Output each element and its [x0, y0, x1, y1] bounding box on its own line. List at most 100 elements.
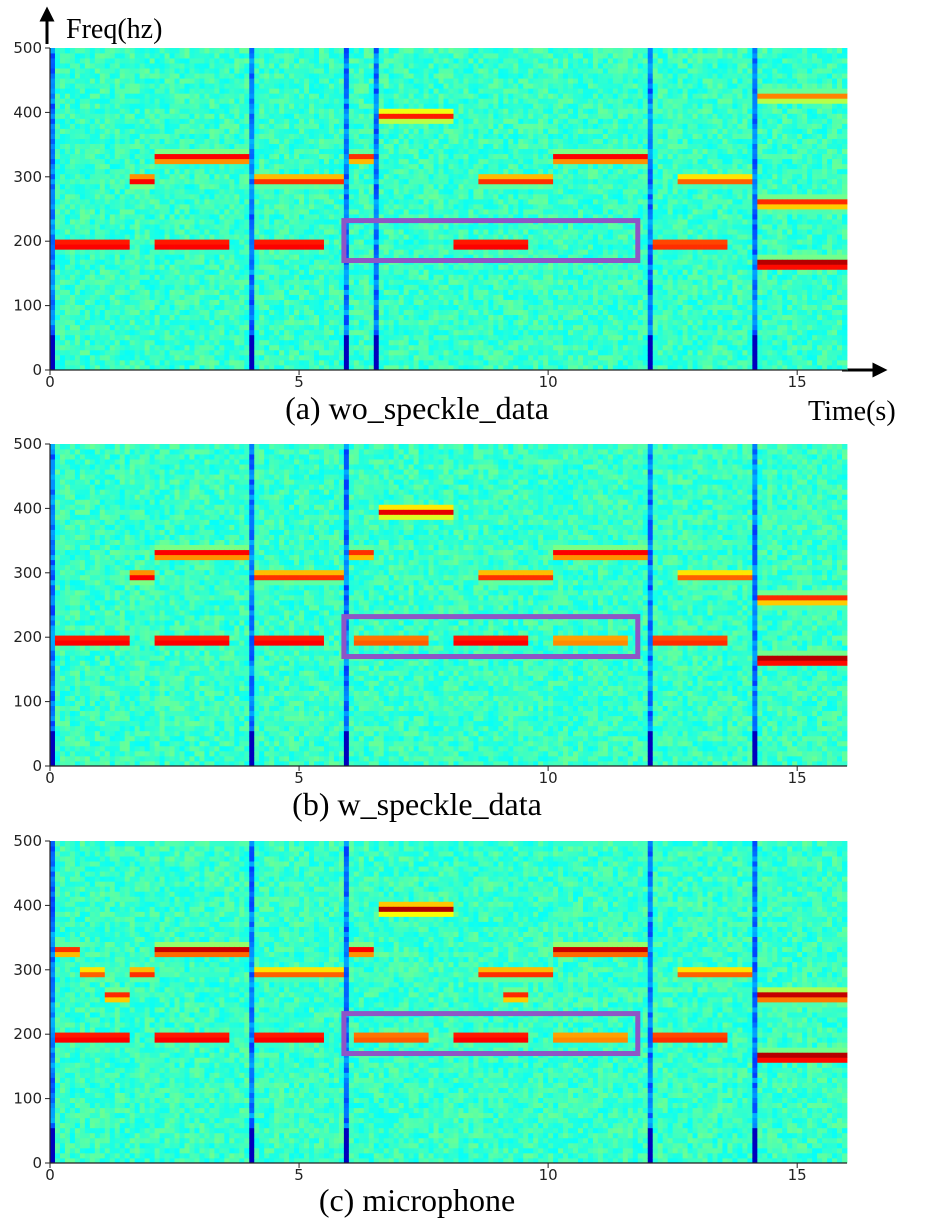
heatmap-cell	[109, 309, 116, 316]
heatmap-cell	[74, 173, 81, 180]
heatmap-cell	[194, 314, 200, 321]
heatmap-cell	[64, 219, 71, 225]
heatmap-cell	[94, 158, 101, 165]
heatmap-cell	[318, 108, 325, 114]
heatmap-cell	[179, 224, 185, 230]
heatmap-cell	[119, 98, 126, 104]
heatmap-cell	[348, 98, 355, 104]
heatmap-cell	[184, 173, 190, 180]
heatmap-cell	[174, 264, 180, 270]
heatmap-cell	[358, 264, 365, 270]
heatmap-cell	[154, 299, 160, 305]
heatmap-cell	[368, 193, 375, 200]
heatmap-cell	[413, 63, 420, 69]
heatmap-cell	[378, 58, 385, 64]
heatmap-cell	[383, 244, 390, 250]
heatmap-cell	[174, 158, 180, 165]
heatmap-cell	[129, 294, 136, 300]
heatmap-cell	[194, 284, 200, 290]
heatmap-cell	[328, 153, 335, 160]
heatmap-cell	[84, 209, 91, 215]
heatmap-cell	[363, 324, 370, 331]
heatmap-cell	[59, 188, 66, 195]
heatmap-cell	[79, 324, 86, 331]
heatmap-cell	[368, 314, 375, 321]
heatmap-cell	[259, 364, 265, 371]
heatmap-cell	[328, 58, 335, 64]
heatmap-cell	[378, 83, 385, 89]
heatmap-cell	[348, 118, 355, 124]
heatmap-cell	[174, 244, 180, 250]
heatmap-cell	[224, 314, 230, 321]
heatmap-cell	[393, 163, 400, 170]
heatmap-cell	[363, 133, 370, 139]
heatmap-cell	[403, 73, 410, 79]
heatmap-cell	[109, 354, 116, 361]
heatmap-cell	[388, 133, 395, 139]
heatmap-cell	[279, 234, 285, 240]
heatmap-cell	[54, 229, 61, 235]
heatmap-cell	[224, 364, 230, 371]
heatmap-cell	[314, 123, 320, 129]
heatmap-cell	[129, 73, 136, 79]
heatmap-cell	[199, 118, 205, 124]
heatmap-cell	[343, 264, 350, 270]
heatmap-cell	[234, 344, 240, 351]
heatmap-cell	[104, 274, 111, 280]
heatmap-cell	[209, 203, 215, 210]
heatmap-cell	[338, 163, 345, 170]
heatmap-cell	[194, 214, 200, 220]
heatmap-cell	[328, 178, 335, 185]
heatmap-cell	[433, 153, 439, 160]
heatmap-cell	[74, 128, 81, 134]
heatmap-cell	[254, 98, 260, 104]
heatmap-cell	[274, 163, 280, 170]
heatmap-cell	[54, 98, 61, 104]
heatmap-cell	[209, 193, 215, 200]
heatmap-cell	[154, 83, 160, 89]
heatmap-cell	[368, 98, 375, 104]
heatmap-cell	[199, 88, 205, 94]
heatmap-cell	[304, 88, 310, 94]
heatmap-cell	[304, 229, 310, 235]
heatmap-cell	[413, 214, 420, 220]
heatmap-cell	[174, 319, 180, 326]
heatmap-cell	[144, 299, 151, 305]
heatmap-cell	[194, 83, 200, 89]
heatmap-cell	[74, 73, 81, 79]
heatmap-cell	[289, 73, 295, 79]
heatmap-cell	[89, 289, 96, 295]
heatmap-cell	[50, 173, 56, 180]
heatmap-cell	[139, 78, 146, 84]
heatmap-cell	[229, 219, 235, 225]
heatmap-cell	[413, 188, 420, 195]
heatmap-cell	[50, 259, 56, 265]
heatmap-cell	[388, 264, 395, 270]
heatmap-cell	[244, 289, 250, 295]
heatmap-cell	[328, 214, 335, 220]
heatmap-cell	[64, 158, 71, 165]
heatmap-cell	[179, 193, 185, 200]
heatmap-cell	[423, 143, 429, 150]
heatmap-cell	[224, 188, 230, 195]
heatmap-cell	[144, 259, 151, 265]
heatmap-cell	[388, 58, 395, 64]
heatmap-cell	[353, 309, 360, 316]
heatmap-cell	[373, 299, 380, 305]
heatmap-cell	[119, 279, 126, 285]
heatmap-cell	[403, 254, 410, 260]
heatmap-cell	[69, 53, 76, 59]
heatmap-cell	[249, 229, 255, 235]
heatmap-cell	[214, 123, 220, 129]
heatmap-cell	[139, 158, 146, 165]
heatmap-cell	[94, 214, 101, 220]
heatmap-cell	[209, 314, 215, 321]
heatmap-cell	[348, 359, 355, 366]
heatmap-cell	[109, 138, 116, 144]
heatmap-cell	[403, 304, 410, 311]
heatmap-cell	[84, 274, 91, 280]
heatmap-cell	[159, 108, 165, 114]
heatmap-cell	[229, 168, 235, 175]
heatmap-cell	[423, 123, 429, 129]
heatmap-cell	[353, 168, 360, 175]
